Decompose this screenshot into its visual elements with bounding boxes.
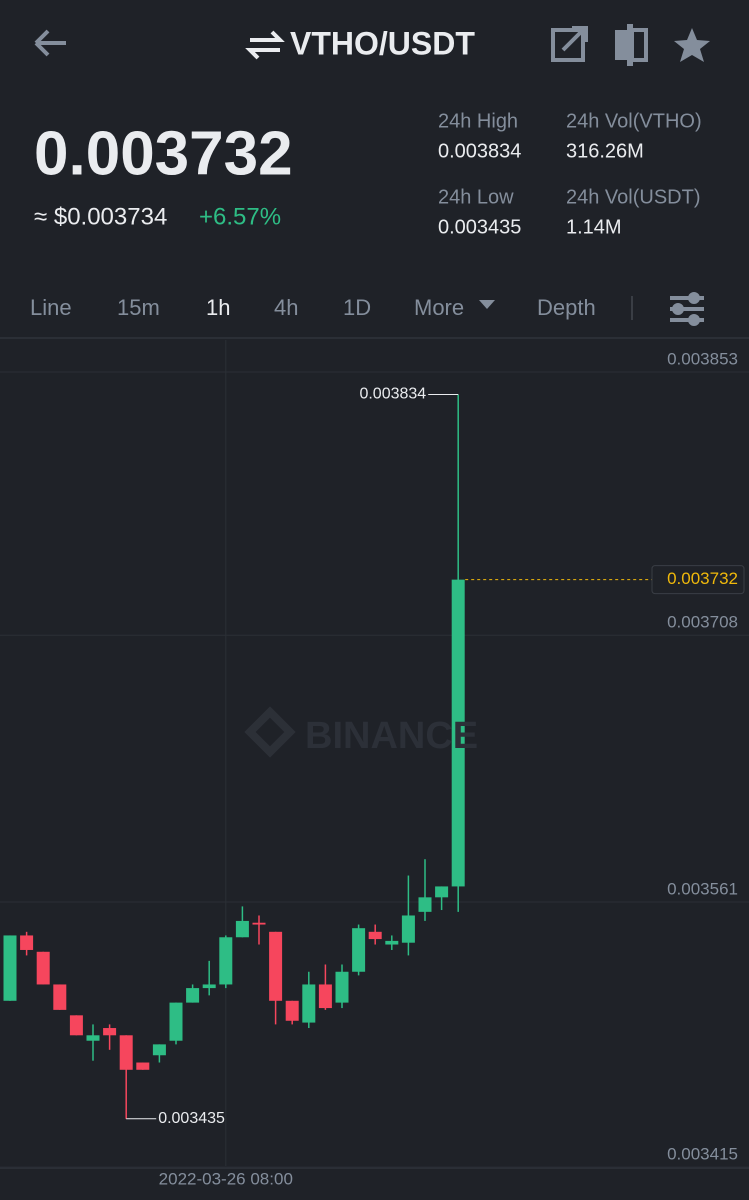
- stat-label: 24h High: [438, 110, 518, 132]
- candle-body: [3, 935, 17, 1001]
- candle-body: [219, 937, 233, 985]
- low-label: 0.003435: [158, 1110, 225, 1127]
- candle-body: [285, 1000, 299, 1021]
- candle-body: [86, 1035, 100, 1041]
- candle-body: [235, 920, 249, 938]
- tab[interactable]: 15m: [117, 295, 160, 320]
- tab[interactable]: 4h: [274, 295, 298, 320]
- stat-value: 0.003435: [438, 216, 521, 238]
- y-tick-label: 0.003415: [667, 1145, 738, 1164]
- tab-active[interactable]: 1h: [206, 295, 230, 320]
- dropdown-arrow: [479, 300, 495, 309]
- candle-body: [352, 928, 366, 972]
- candle-body: [435, 886, 449, 898]
- back-button[interactable]: [34, 29, 66, 57]
- candle-body: [53, 984, 67, 1010]
- candle-body: [169, 1002, 183, 1041]
- candle-body: [318, 984, 332, 1009]
- candle-body: [418, 897, 432, 912]
- last-price: 0.003732: [34, 119, 293, 188]
- y-tick-label: 0.003561: [667, 880, 738, 899]
- candle-body: [103, 1028, 117, 1036]
- fiat-price: ≈ $0.003734: [34, 203, 167, 230]
- settings-icon[interactable]: [670, 292, 704, 326]
- price-change: +6.57%: [199, 203, 281, 230]
- candle-body: [401, 915, 415, 943]
- candle-body: [302, 984, 316, 1023]
- candle-body: [451, 579, 465, 887]
- stat-label: 24h Vol(USDT): [566, 186, 701, 208]
- x-tick-label: 2022-03-26 08:00: [159, 1169, 293, 1188]
- high-label: 0.003834: [359, 386, 426, 403]
- stat-value: 0.003834: [438, 140, 521, 162]
- stat-label: 24h Low: [438, 186, 514, 208]
- last-price-label: 0.003732: [667, 569, 738, 588]
- stat-value: 316.26M: [566, 140, 644, 162]
- pair-title[interactable]: VTHO/USDT: [290, 25, 475, 61]
- candle-body: [20, 935, 34, 950]
- candle-body: [368, 931, 382, 940]
- tab[interactable]: 1D: [343, 295, 371, 320]
- stat-value: 1.14M: [566, 216, 622, 238]
- watermark: [244, 706, 296, 758]
- candle-body: [186, 988, 200, 1003]
- tab[interactable]: Depth: [537, 295, 596, 320]
- candle-body: [269, 931, 283, 1001]
- tab-more[interactable]: More: [414, 295, 464, 320]
- favorite-icon[interactable]: [674, 28, 710, 62]
- share-icon[interactable]: [551, 26, 588, 62]
- candle-body: [69, 1015, 83, 1036]
- candle-body: [335, 971, 349, 1003]
- stat-label: 24h Vol(VTHO): [566, 110, 702, 132]
- candle-body: [202, 984, 216, 989]
- candle-body: [152, 1044, 166, 1056]
- candle-body: [36, 951, 50, 985]
- candle-body: [385, 940, 399, 945]
- y-tick-label: 0.003708: [667, 613, 738, 632]
- candle-body: [252, 922, 266, 925]
- last-price-box: [651, 565, 745, 595]
- chart-mode-icon[interactable]: [615, 24, 648, 66]
- tab[interactable]: Line: [30, 295, 72, 320]
- watermark-text: BINANCE: [305, 715, 478, 757]
- swap-icon[interactable]: [245, 30, 285, 60]
- candle-body: [119, 1035, 133, 1070]
- y-tick-label: 0.003853: [667, 349, 738, 368]
- candle-body: [136, 1062, 150, 1070]
